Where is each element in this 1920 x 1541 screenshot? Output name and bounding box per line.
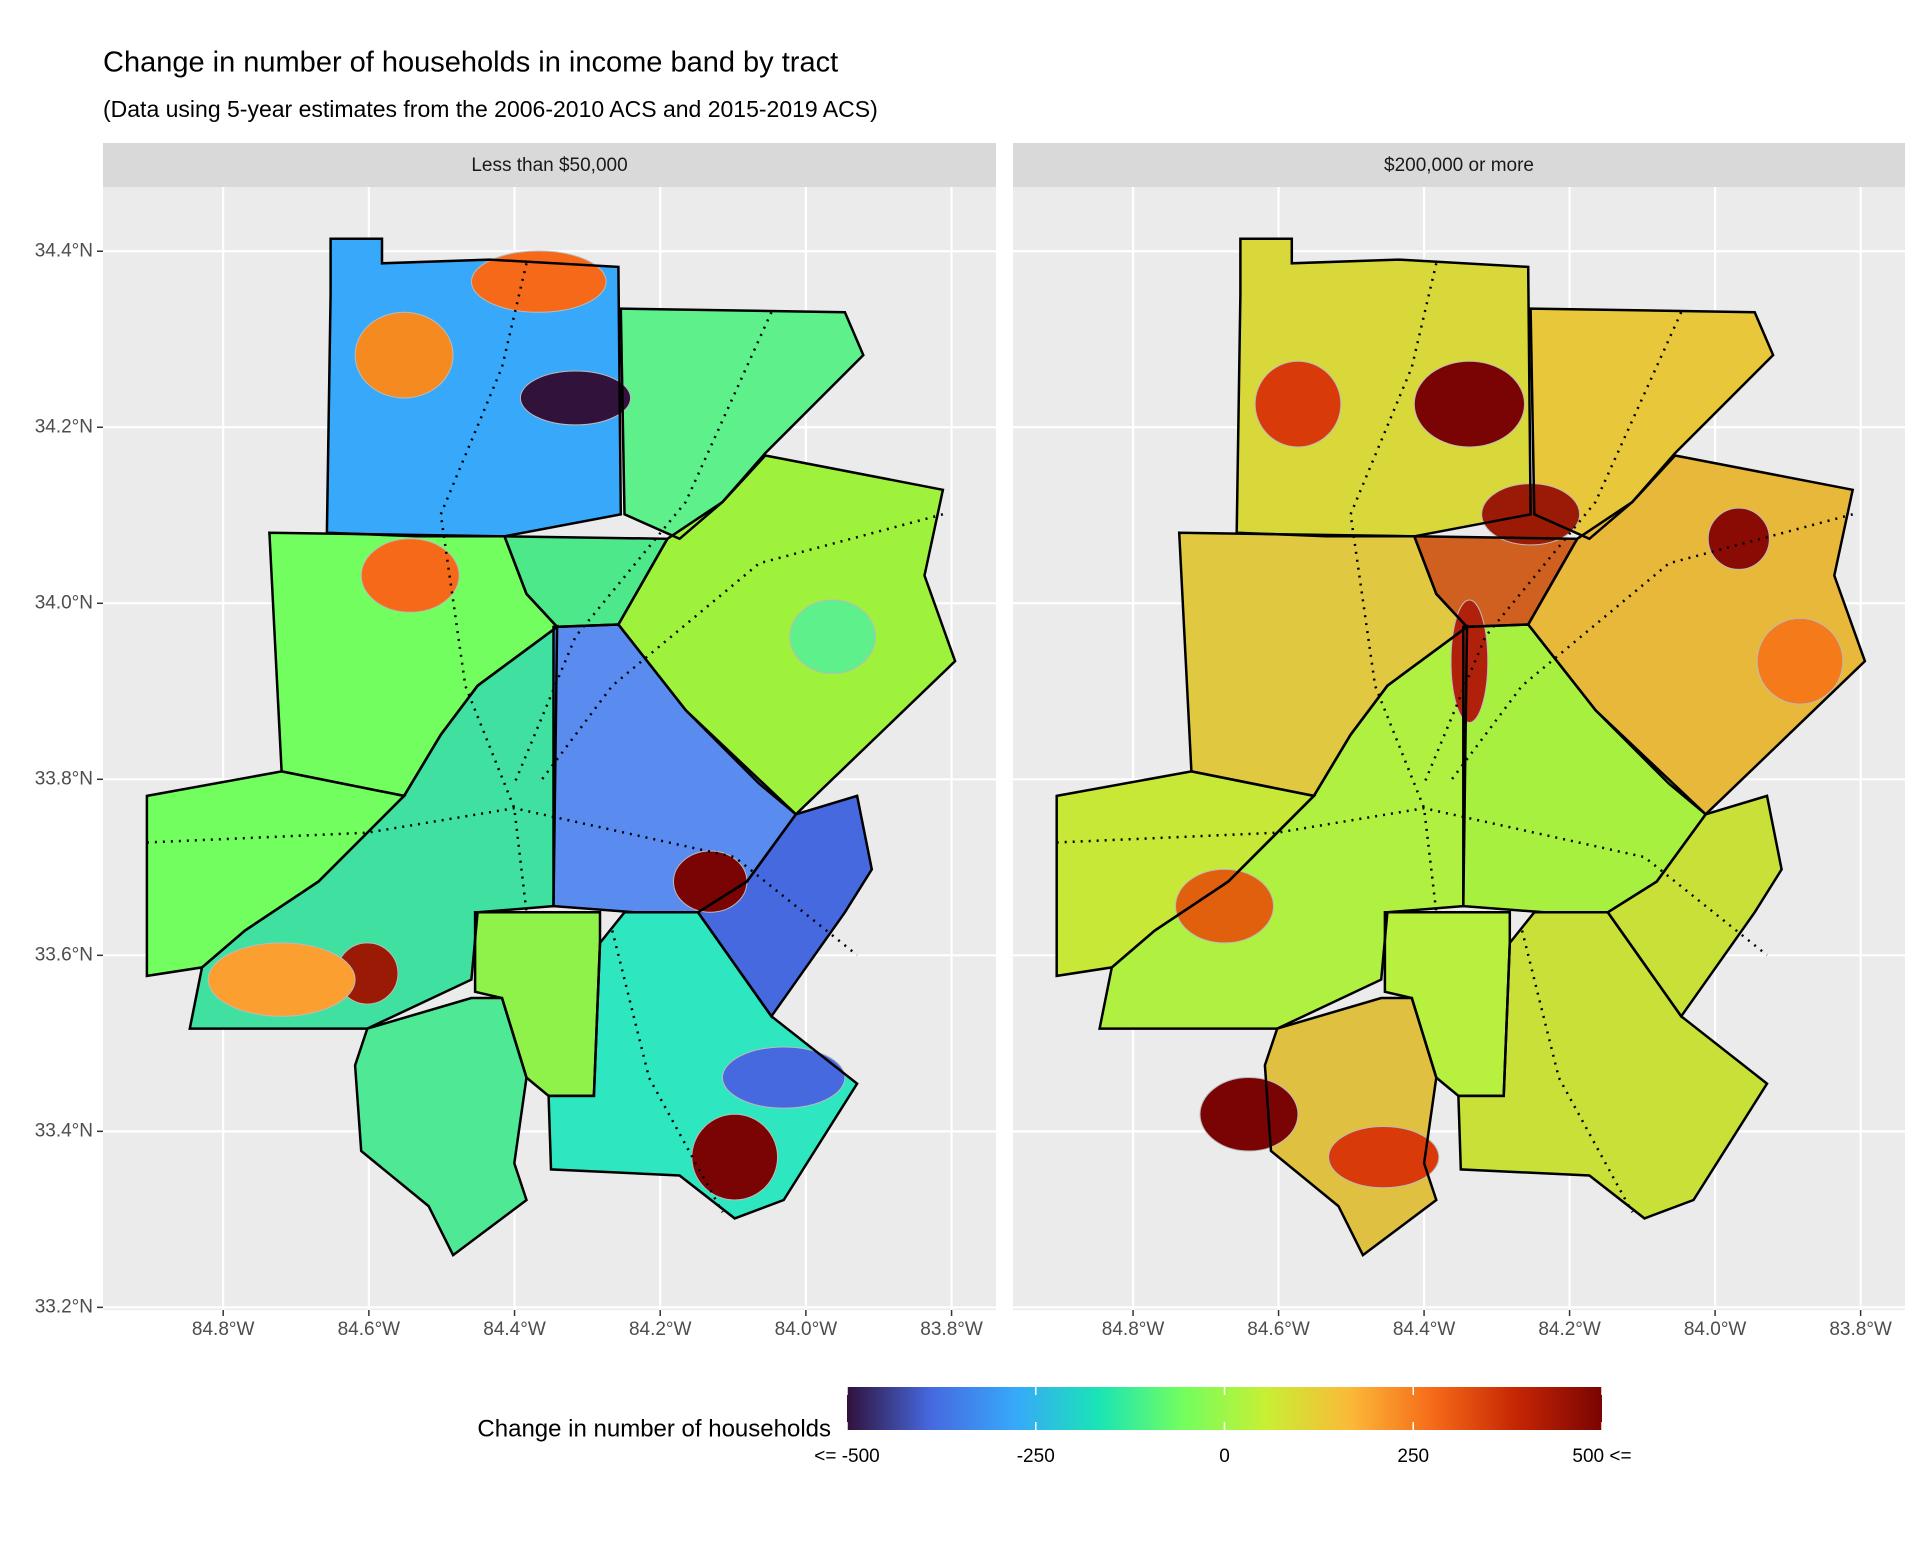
county	[504, 536, 668, 627]
county-border	[616, 454, 957, 816]
county	[355, 998, 527, 1256]
legend-label: 0	[1219, 1446, 1230, 1467]
legend-label: <= -500	[814, 1446, 880, 1467]
county-border	[145, 770, 407, 978]
county	[1179, 532, 1467, 796]
county-border	[325, 237, 623, 538]
county	[1458, 912, 1767, 1219]
x-tick-label: 83.8°W	[1829, 1319, 1892, 1340]
y-tick-label: 33.6°N	[35, 944, 93, 965]
tract-cluster	[1175, 868, 1274, 944]
tract-cluster	[672, 850, 748, 913]
county	[1384, 912, 1510, 1096]
tract-cluster	[691, 1113, 779, 1201]
tract-cluster	[721, 1046, 846, 1109]
county	[1236, 238, 1531, 537]
county-border	[1606, 794, 1783, 1019]
panel: $200,000 or more 84.8°W 84.6°W 84.4°W 84.2°W…	[1013, 143, 1905, 1340]
tract-cluster	[789, 599, 877, 674]
tract-cluster	[519, 370, 632, 426]
county	[1414, 536, 1578, 627]
tract-cluster	[1450, 599, 1489, 723]
x-tick-label: 84.0°W	[1684, 1319, 1747, 1340]
county	[1463, 624, 1706, 913]
x-tick-label: 84.8°W	[1102, 1319, 1165, 1340]
x-tick-label: 84.4°W	[483, 1319, 546, 1340]
highway	[513, 311, 773, 785]
x-tick-label: 84.2°W	[629, 1319, 692, 1340]
tract-cluster	[207, 942, 356, 1017]
county-border	[1055, 770, 1317, 978]
county	[553, 624, 796, 913]
county	[1056, 771, 1314, 976]
x-tick-label: 84.2°W	[1538, 1319, 1601, 1340]
county	[146, 771, 405, 976]
highway	[146, 806, 858, 957]
highway	[1349, 263, 1438, 913]
x-tick-label: 83.8°W	[920, 1319, 983, 1340]
legend-label: -250	[1017, 1446, 1055, 1467]
tract-cluster	[360, 538, 460, 613]
tract-cluster	[1199, 1077, 1299, 1152]
highway	[439, 263, 528, 913]
county	[1607, 795, 1782, 1017]
title: Change in number of households in income…	[103, 47, 838, 79]
county-border	[1383, 911, 1512, 1098]
county	[698, 795, 872, 1017]
y-tick-label: 33.8°N	[35, 768, 93, 789]
county-border	[696, 794, 874, 1019]
panel-label: Less than $50,000	[471, 155, 627, 176]
y-tick-label: 33.4°N	[35, 1120, 93, 1141]
county-border	[1526, 454, 1867, 816]
x-tick-label: 84.4°W	[1393, 1319, 1456, 1340]
subtitle: (Data using 5-year estimates from the 20…	[103, 96, 878, 122]
county-border	[353, 996, 528, 1257]
county	[269, 532, 558, 796]
county	[1264, 998, 1437, 1256]
legend-title: Change in number of households	[477, 1415, 831, 1442]
county-border	[1235, 237, 1532, 538]
tract-cluster	[470, 250, 607, 313]
legend-label: 500 <=	[1572, 1446, 1631, 1467]
county	[475, 912, 600, 1096]
tract-cluster	[1707, 507, 1770, 570]
county	[620, 308, 864, 539]
county-border	[473, 911, 602, 1098]
x-tick-label: 84.0°W	[775, 1319, 838, 1340]
tract-cluster	[1328, 1126, 1440, 1189]
tract-cluster	[1756, 617, 1844, 705]
panel-strip	[1013, 143, 1905, 187]
y-tick-label: 34.0°N	[35, 592, 93, 613]
y-tick-label: 34.4°N	[35, 240, 93, 261]
legend-label: 250	[1397, 1446, 1429, 1467]
x-tick-label: 84.8°W	[192, 1319, 255, 1340]
panel-label: $200,000 or more	[1384, 155, 1534, 176]
highway	[1422, 311, 1683, 785]
y-tick-label: 34.2°N	[35, 416, 93, 437]
tract-cluster	[354, 311, 454, 399]
county	[548, 912, 858, 1219]
panel-strip	[103, 143, 996, 187]
tract-cluster	[1254, 360, 1342, 448]
county	[1530, 308, 1774, 539]
x-tick-label: 84.6°W	[338, 1319, 401, 1340]
panel: Less than $50,000 84.8°W 84.6°W 84.4°W 84.2°…	[35, 143, 996, 1340]
y-tick-label: 33.2°N	[35, 1296, 93, 1317]
tract-cluster	[1413, 360, 1526, 448]
x-tick-label: 84.6°W	[1247, 1319, 1310, 1340]
county-border	[1263, 996, 1438, 1257]
highway	[1056, 806, 1768, 957]
